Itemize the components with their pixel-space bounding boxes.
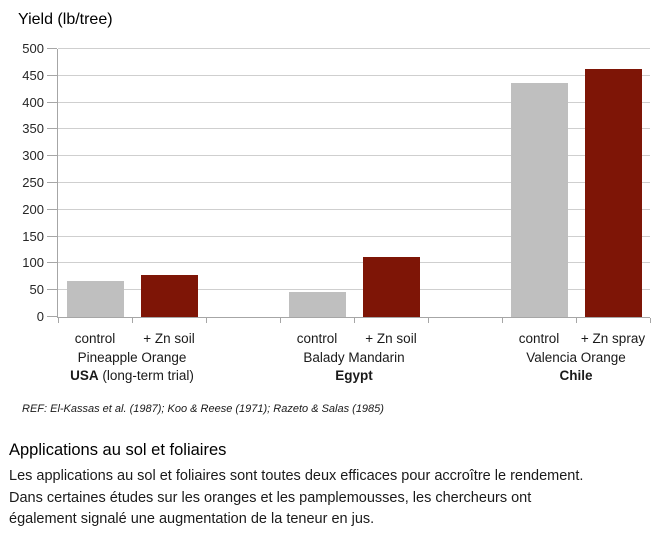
section-body-line: Dans certaines études sur les oranges et…	[9, 489, 532, 506]
gridline	[58, 235, 650, 237]
gridline	[58, 101, 650, 103]
section-heading: Applications au sol et foliaires	[9, 441, 227, 459]
bar-label: + Zn spray	[580, 331, 646, 346]
bar-zn_treatment-usa	[140, 275, 198, 317]
bar-label: control	[296, 331, 338, 346]
x-axis-tick	[280, 318, 281, 323]
gridline	[58, 155, 650, 157]
y-axis-tick	[47, 48, 57, 49]
group-country-name: Chile	[559, 368, 593, 383]
gridline	[58, 182, 650, 183]
y-axis-tick	[47, 155, 57, 157]
y-axis-label: 50	[29, 282, 44, 298]
y-axis-label: 250	[22, 175, 44, 190]
group-country-name: USA	[70, 368, 99, 383]
section-body-line: Les applications au sol et foliaires son…	[9, 468, 584, 484]
y-axis-tick	[47, 101, 57, 103]
x-axis-tick	[650, 318, 651, 323]
group-country-label: Egypt	[335, 368, 373, 383]
group-cultivar-label: Balady Mandarin	[303, 350, 405, 365]
chart-title: Yield (lb/tree)	[18, 11, 113, 28]
plot-area	[47, 48, 651, 323]
group-cultivar-label: Pineapple Orange	[77, 350, 187, 365]
gridline	[58, 48, 650, 49]
gridline	[58, 289, 650, 291]
y-axis-label: 450	[22, 67, 44, 83]
y-axis-label: 100	[22, 255, 44, 271]
y-axis-tick	[47, 128, 57, 130]
x-axis-tick	[58, 318, 59, 323]
x-axis-tick	[206, 318, 207, 323]
bar-zn_treatment-chile	[584, 69, 642, 317]
section-body: Les applications au sol et foliaires son…	[9, 466, 659, 531]
x-axis-tick	[354, 318, 355, 323]
group-country-note: (long-term trial)	[98, 368, 194, 383]
y-axis-label: 400	[22, 94, 44, 110]
y-axis-tick	[47, 208, 57, 210]
bar-label: + Zn soil	[143, 331, 195, 346]
gridline	[58, 74, 650, 76]
gridline	[58, 128, 650, 130]
group-country-label: Chile	[559, 368, 592, 383]
section-body-line: également signalé une augmentation de la…	[9, 511, 375, 527]
bar-label: + Zn soil	[365, 331, 417, 346]
bar-control-chile	[510, 83, 568, 317]
y-axis-tick	[47, 182, 57, 183]
group-cultivar-label: Valencia Orange	[526, 350, 626, 365]
group-country-name: Egypt	[335, 368, 373, 383]
y-axis-label: 200	[22, 201, 44, 217]
chart-reference: REF: El-Kassas et al. (1987); Koo & Rees…	[22, 403, 384, 415]
x-axis-tick	[576, 318, 577, 323]
y-axis-tick	[47, 74, 57, 76]
bar-label: control	[74, 331, 116, 346]
y-axis-label: 350	[22, 121, 44, 137]
y-axis-label: 0	[36, 309, 44, 324]
x-axis-tick	[502, 318, 503, 323]
gridline	[58, 262, 650, 264]
y-axis-tick	[47, 235, 57, 237]
y-axis-label: 500	[22, 41, 44, 56]
y-axis-tick	[47, 289, 57, 291]
x-axis-tick	[428, 318, 429, 323]
gridline	[58, 208, 650, 210]
y-axis-tick	[47, 316, 57, 317]
y-axis-tick	[47, 262, 57, 264]
x-axis-tick	[132, 318, 133, 323]
bar-control-egypt	[288, 292, 346, 317]
bar-label: control	[518, 331, 560, 346]
bar-zn_treatment-egypt	[362, 257, 420, 317]
bar-control-usa	[66, 281, 124, 317]
y-axis-label: 300	[22, 148, 44, 164]
group-country-label: USA (long-term trial)	[70, 368, 194, 383]
y-axis-label: 150	[22, 228, 44, 244]
